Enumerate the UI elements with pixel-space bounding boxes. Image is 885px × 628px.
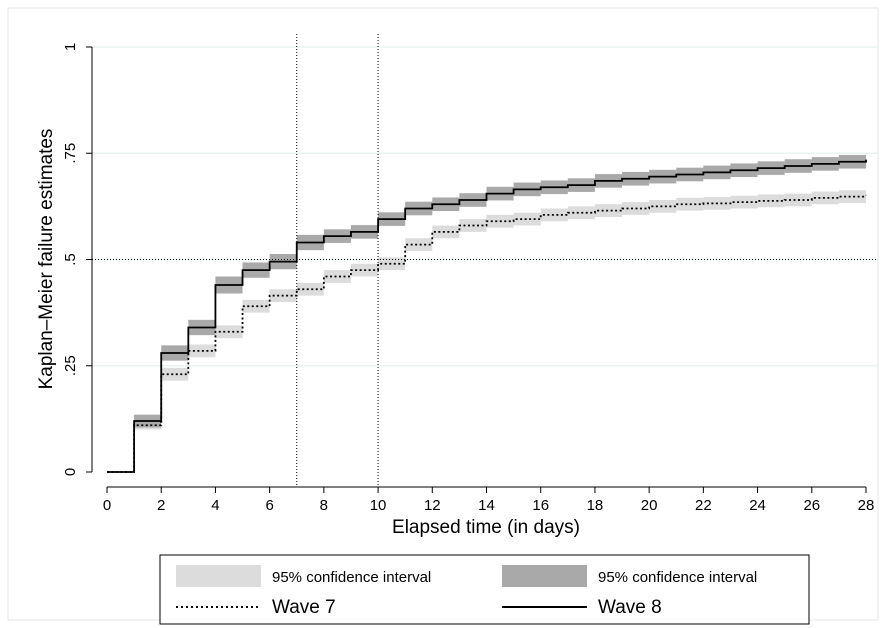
ci-band-segment-wave7 — [242, 299, 270, 313]
legend-label-wave8: Wave 8 — [598, 597, 662, 618]
x-tick-label: 6 — [265, 497, 273, 514]
legend: 95% confidence interval 95% confidence i… — [159, 554, 810, 625]
x-tick-label: 18 — [587, 497, 604, 514]
y-tick-label: 1 — [62, 43, 79, 51]
ci-band-segment-wave7 — [405, 238, 433, 251]
ci-band-segment-wave7 — [296, 282, 324, 296]
ci-band-segment-wave7 — [730, 195, 758, 209]
ci-band-segment-wave7 — [513, 212, 541, 226]
x-tick-label: 16 — [532, 497, 549, 514]
plot-region-frame — [7, 7, 879, 621]
ci-band-segment-wave7 — [378, 257, 406, 271]
x-tick-label: 22 — [695, 497, 712, 514]
y-ticks: 0 .25 .5 .75 1 — [62, 43, 92, 476]
x-tick-label: 24 — [749, 497, 766, 514]
x-tick-label: 0 — [103, 497, 111, 514]
legend-swatch-wave8-ci — [502, 565, 587, 587]
legend-label-ci-right: 95% confidence interval — [598, 569, 757, 586]
legend-frame — [159, 554, 810, 625]
ci-band-segment-wave7 — [811, 191, 839, 205]
x-tick-label: 8 — [320, 497, 328, 514]
ci-band-segment-wave7 — [540, 208, 568, 222]
ci-band-segment-wave7 — [432, 225, 460, 239]
y-tick-label: 0 — [62, 468, 79, 476]
legend-swatch-wave7-ci — [176, 565, 261, 587]
y-tick-label: .5 — [62, 253, 79, 266]
x-tick-label: 2 — [157, 497, 165, 514]
x-tick-label: 26 — [803, 497, 820, 514]
legend-label-wave7: Wave 7 — [272, 597, 336, 618]
series-lines — [107, 159, 867, 473]
ci-band-segment-wave7 — [649, 200, 677, 213]
reference-lines — [92, 34, 878, 487]
x-tick-label: 28 — [858, 497, 875, 514]
y-axis-title: Kaplan–Meier failure estimates — [36, 129, 57, 390]
series-line-wave7 — [107, 195, 867, 473]
ci-band-segment-wave7 — [838, 190, 866, 203]
ci-band-segment-wave7 — [757, 194, 785, 208]
series-line-wave8 — [107, 159, 867, 473]
confidence-bands — [134, 154, 866, 430]
legend-label-ci-left: 95% confidence interval — [272, 569, 431, 586]
x-axis-title: Elapsed time (in days) — [392, 517, 580, 538]
x-tick-label: 20 — [641, 497, 658, 514]
ci-band-segment-wave7 — [161, 367, 189, 381]
x-tick-label: 14 — [478, 497, 495, 514]
x-ticks: 0 2 4 6 8 10 12 14 16 18 20 22 24 26 28 — [103, 487, 875, 514]
ci-band-segment-wave7 — [323, 270, 351, 283]
ci-band-segment-wave7 — [594, 204, 623, 217]
y-tick-label: .25 — [62, 355, 79, 376]
x-tick-label: 10 — [370, 497, 387, 514]
x-tick-label: 12 — [424, 497, 441, 514]
x-tick-label: 4 — [211, 497, 219, 514]
y-tick-label: .75 — [62, 143, 79, 164]
